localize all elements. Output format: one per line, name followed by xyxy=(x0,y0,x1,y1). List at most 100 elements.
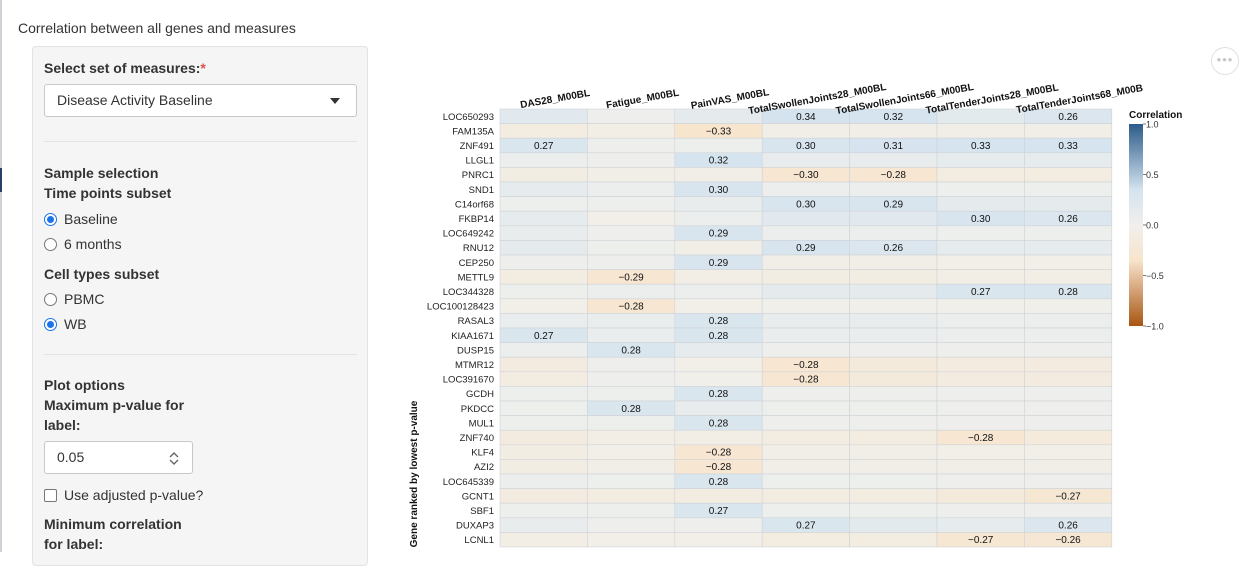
chevron-down-icon xyxy=(330,98,340,104)
legend-tick-label: 1.0 xyxy=(1146,120,1159,130)
heatmap-cell xyxy=(1024,532,1113,548)
heatmap-cell xyxy=(587,444,676,460)
radio-6-months[interactable]: 6 months xyxy=(44,234,122,254)
heatmap-cell xyxy=(587,415,676,431)
max-p-value-text: 0.05 xyxy=(57,449,85,465)
timepoints-label: Time points subset xyxy=(44,185,172,201)
cell-value-label: −0.28 xyxy=(706,462,732,473)
checkbox-icon[interactable] xyxy=(44,488,57,502)
cell-value-label: 0.26 xyxy=(1058,112,1078,123)
heatmap-cell xyxy=(1024,313,1113,329)
heatmap-cell xyxy=(587,517,676,533)
heatmap-cell xyxy=(936,400,1025,416)
legend-tick-label: −0.5 xyxy=(1146,271,1164,281)
heatmap-cell xyxy=(1024,342,1113,358)
heatmap-cell xyxy=(587,502,676,519)
radio-label: PBMC xyxy=(64,291,105,307)
heatmap-cell xyxy=(761,444,850,460)
cell-value-label: 0.27 xyxy=(534,331,554,342)
divider xyxy=(44,354,357,355)
heatmap-cell xyxy=(761,298,850,314)
heatmap-cell xyxy=(761,181,850,197)
page-title: Correlation between all genes and measur… xyxy=(18,20,296,36)
radio-pbmc[interactable]: PBMC xyxy=(44,289,104,309)
heatmap-cell xyxy=(674,429,763,446)
gene-label: METTL9 xyxy=(458,272,494,283)
heatmap-cell xyxy=(761,254,850,270)
cell-value-label: 0.30 xyxy=(971,214,991,225)
heatmap-cell xyxy=(1024,181,1113,197)
radio-baseline[interactable]: Baseline xyxy=(44,209,118,229)
heatmap-cell xyxy=(587,283,676,300)
cell-value-label: −0.28 xyxy=(618,302,644,313)
cell-value-label: 0.28 xyxy=(709,418,729,429)
heatmap-cell xyxy=(499,502,588,519)
heatmap-cell xyxy=(849,400,938,416)
gene-label: ZNF740 xyxy=(460,433,494,444)
heatmap-cell xyxy=(761,123,850,139)
stepper-icon[interactable] xyxy=(168,451,180,466)
cell-value-label: −0.27 xyxy=(1055,491,1081,502)
gene-label: LOC650293 xyxy=(443,112,494,123)
heatmap-cell xyxy=(499,356,588,373)
heatmap-cell xyxy=(1024,298,1113,314)
cell-value-label: 0.30 xyxy=(709,185,729,196)
heatmap-cell xyxy=(674,532,763,548)
gene-label: MTMR12 xyxy=(455,360,494,371)
radio-unselected-icon[interactable] xyxy=(44,292,57,306)
heatmap-cell xyxy=(499,254,588,270)
radio-selected-icon[interactable] xyxy=(44,212,57,226)
heatmap-cell xyxy=(674,488,763,504)
heatmap-cell xyxy=(499,444,588,460)
heatmap-cell xyxy=(849,283,938,300)
heatmap-cell xyxy=(936,240,1025,256)
heatmap-cell xyxy=(1024,240,1113,256)
heatmap-cell xyxy=(761,210,850,227)
heatmap-cell xyxy=(936,181,1025,197)
cell-value-label: 0.28 xyxy=(1058,287,1078,298)
cell-value-label: 0.26 xyxy=(1058,521,1078,532)
heatmap-cell xyxy=(849,313,938,329)
heatmap-cell xyxy=(1024,196,1113,212)
max-p-value-input[interactable]: 0.05 xyxy=(44,441,193,474)
heatmap-cell xyxy=(674,196,763,212)
gene-label: GCDH xyxy=(466,389,494,400)
min-corr-label-cont: for label: xyxy=(44,536,104,552)
heatmap-cell xyxy=(849,386,938,402)
gene-label: DUSP15 xyxy=(457,345,494,356)
cell-value-label: 0.28 xyxy=(709,477,729,488)
cell-value-label: −0.28 xyxy=(968,433,994,444)
heatmap-cell xyxy=(761,386,850,402)
more-options-button[interactable]: ••• xyxy=(1211,47,1239,75)
measures-select[interactable]: Disease Activity Baseline xyxy=(44,84,357,117)
heatmap-cell xyxy=(674,400,763,416)
heatmap-cell xyxy=(761,488,850,504)
heatmap-cell xyxy=(936,473,1025,489)
heatmap-cell xyxy=(936,327,1025,343)
cell-value-label: −0.26 xyxy=(1055,535,1081,546)
legend-tick-label: 0.5 xyxy=(1146,170,1159,180)
gene-label: SND1 xyxy=(469,185,494,196)
heatmap-cell xyxy=(761,415,850,431)
heatmap-cell xyxy=(499,459,588,475)
adjusted-p-checkbox[interactable]: Use adjusted p-value? xyxy=(44,485,203,505)
heatmap-cell xyxy=(849,254,938,270)
radio-unselected-icon[interactable] xyxy=(44,237,57,251)
cell-value-label: 0.27 xyxy=(534,141,554,152)
radio-wb[interactable]: WB xyxy=(44,314,87,334)
heatmap-cell xyxy=(674,269,763,285)
heatmap-cell xyxy=(936,415,1025,431)
heatmap-cell xyxy=(936,342,1025,358)
cell-value-label: 0.31 xyxy=(884,141,904,152)
cell-value-label: 0.28 xyxy=(621,345,641,356)
heatmap-cell xyxy=(1024,473,1113,489)
radio-selected-icon[interactable] xyxy=(44,317,57,331)
heatmap-cell xyxy=(674,137,763,154)
heatmap-svg: LOC650293 0.34 0.32 0.26 FAM135A −0.33 ZNF491 0… xyxy=(409,82,1182,548)
gene-label: LLGL1 xyxy=(465,156,494,167)
heatmap-cell xyxy=(674,210,763,227)
divider xyxy=(44,141,357,142)
heatmap-cell xyxy=(674,371,763,387)
heatmap-cell xyxy=(587,488,676,504)
heatmap-cell xyxy=(849,123,938,139)
